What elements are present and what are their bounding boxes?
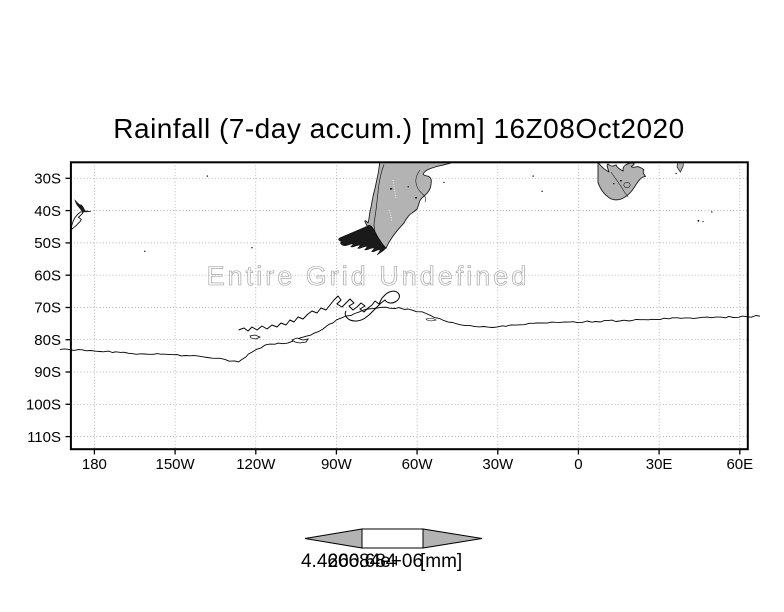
svg-text:0: 0 [574,456,582,473]
svg-text:70S: 70S [34,300,61,317]
svg-text:150W: 150W [156,456,196,473]
svg-text:[mm]: [mm] [420,551,462,572]
svg-text:110S: 110S [27,429,61,446]
svg-text:Entire Grid Undefined: Entire Grid Undefined [207,261,530,291]
svg-text:180: 180 [82,456,107,473]
svg-text:120W: 120W [236,456,276,473]
svg-text:60S: 60S [34,267,61,284]
svg-text:60E: 60E [726,456,753,473]
svg-text:90S: 90S [34,364,61,381]
svg-text:30E: 30E [646,456,673,473]
svg-text:90W: 90W [321,456,353,473]
svg-text:260.684: 260.684 [328,551,397,572]
svg-text:60W: 60W [402,456,434,473]
svg-text:30W: 30W [482,456,514,473]
svg-text:40S: 40S [34,203,61,220]
svg-text:80S: 80S [34,332,61,349]
svg-text:100S: 100S [26,397,61,414]
svg-text:30S: 30S [34,171,61,188]
svg-text:50S: 50S [34,235,61,252]
